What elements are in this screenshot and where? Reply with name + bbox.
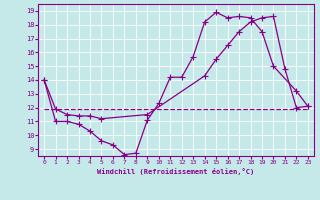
X-axis label: Windchill (Refroidissement éolien,°C): Windchill (Refroidissement éolien,°C) (97, 168, 255, 175)
